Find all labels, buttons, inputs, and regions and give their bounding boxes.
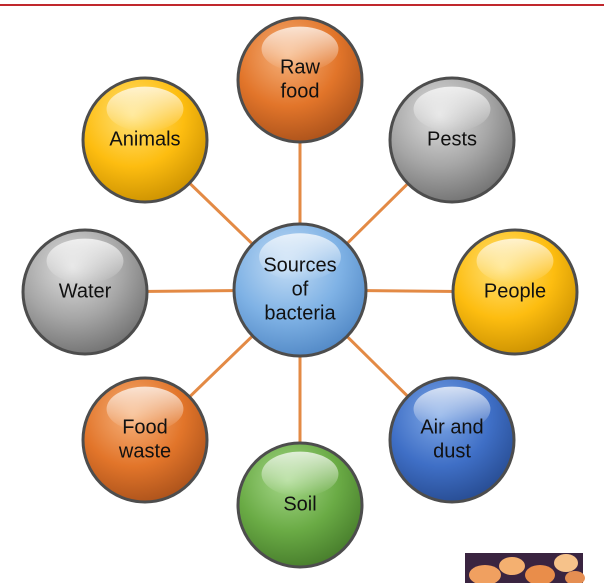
node-shine [262,452,339,497]
node: Pests [390,78,514,202]
diagram: Rawfood Pests People Air anddust Soil Foodwas… [0,0,604,583]
node-label: dust [433,440,471,462]
node-label: waste [118,440,171,462]
node-shine [107,87,184,132]
page: {"center": {"label": ["Sources", "of", "… [0,0,604,583]
center-node-label: Sources [263,254,336,276]
node: People [453,230,577,354]
node: Water [23,230,147,354]
node: Animals [83,78,207,202]
node-label: Pests [427,128,477,150]
node-label: Air and [420,416,483,438]
node-label: Raw [280,56,321,78]
node-shine [414,87,491,132]
node-shine [47,239,124,284]
node-label: food [281,80,320,102]
node-shine [477,239,554,284]
node-label: Soil [283,493,316,515]
node-label: People [484,280,546,302]
node: Soil [238,443,362,567]
center-node-label: bacteria [264,302,336,324]
bacteria-image [465,553,585,583]
node-label: Water [59,280,112,302]
node-label: Animals [109,128,180,150]
center-node-label: of [292,278,309,300]
node-label: Food [122,416,168,438]
